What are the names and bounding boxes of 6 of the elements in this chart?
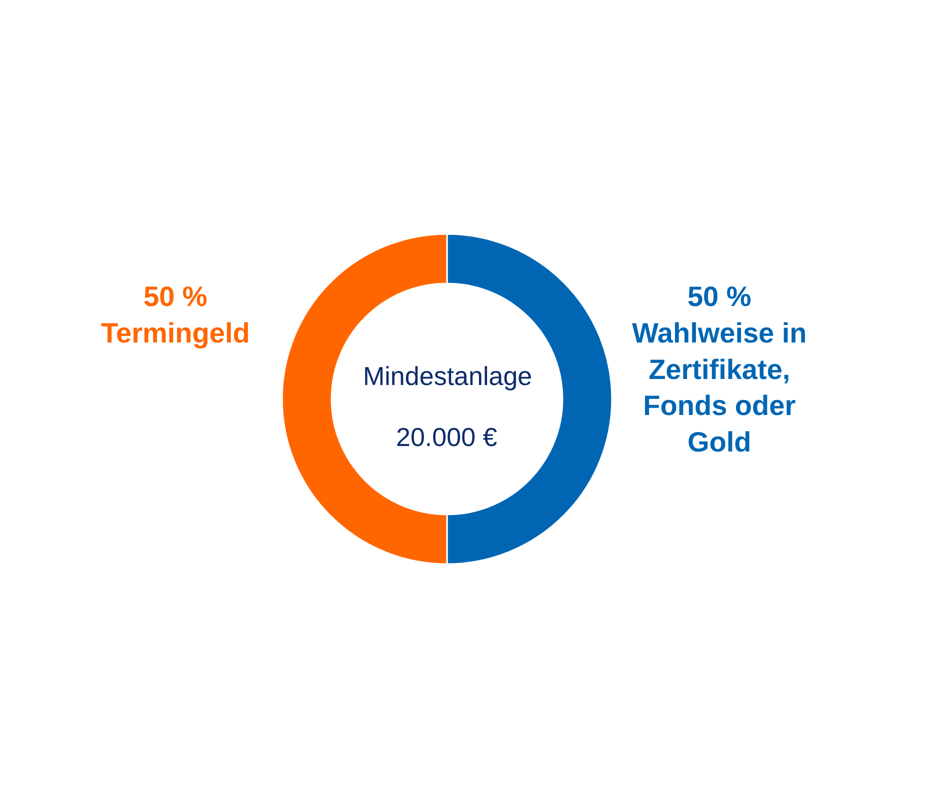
text: 20.000 €: [396, 422, 498, 452]
data-label: 50 %: [687, 281, 752, 312]
data-label: 50 %: [144, 281, 208, 312]
slice-label: Wahlweise in Zertifikate, Fonds oder Gold: [632, 317, 807, 458]
slice-label: Termingeld: [101, 317, 250, 348]
text: Mindestanlage: [363, 361, 532, 391]
